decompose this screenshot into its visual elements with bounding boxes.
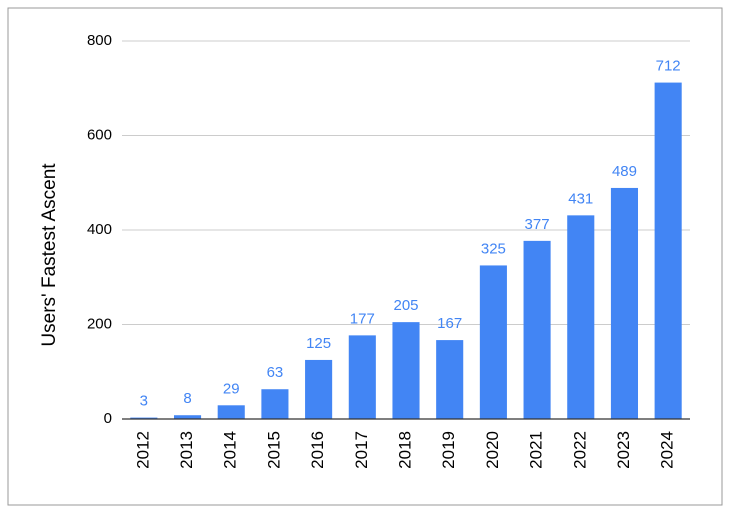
y-tick-label: 800 — [87, 32, 112, 49]
x-tick-label: 2021 — [527, 431, 546, 469]
data-label: 8 — [183, 390, 191, 407]
x-tick-label: 2017 — [352, 431, 371, 469]
y-tick-label: 0 — [104, 410, 112, 427]
bar — [479, 265, 507, 419]
y-tick-label: 200 — [87, 315, 112, 332]
bar — [305, 359, 333, 419]
chart-frame — [7, 7, 723, 506]
bar — [173, 415, 202, 419]
x-tick-label: 2014 — [221, 431, 240, 469]
bar — [654, 82, 682, 419]
x-tick-label: 2012 — [133, 431, 152, 469]
data-label: 205 — [393, 297, 418, 314]
x-tick-label: 2024 — [658, 431, 677, 469]
x-tick-label: 2016 — [308, 431, 327, 469]
bar — [348, 335, 376, 419]
data-label: 325 — [481, 240, 506, 257]
y-tick-label: 400 — [87, 221, 112, 238]
y-tick-label: 600 — [87, 126, 112, 143]
bar — [610, 187, 639, 419]
x-tick-label: 2020 — [483, 431, 502, 469]
bar — [567, 215, 595, 419]
data-label: 712 — [656, 58, 681, 75]
bar — [261, 389, 289, 419]
x-tick-label: 2015 — [264, 431, 283, 469]
data-label: 63 — [267, 364, 284, 381]
bar — [392, 322, 420, 419]
bar — [217, 405, 245, 419]
data-label: 3 — [140, 393, 148, 410]
data-label: 29 — [223, 380, 240, 397]
data-label: 431 — [568, 190, 593, 207]
x-tick-label: 2019 — [439, 431, 458, 469]
bar — [523, 240, 551, 419]
x-tick-label: 2018 — [395, 431, 414, 469]
data-label: 177 — [350, 310, 375, 327]
bar — [436, 340, 464, 419]
data-label: 167 — [437, 315, 462, 332]
bar — [130, 417, 158, 419]
data-label: 377 — [525, 216, 550, 233]
data-label: 489 — [612, 163, 637, 180]
x-tick-label: 2013 — [177, 431, 196, 469]
y-axis-title: Users' Fastest Ascent — [39, 163, 60, 347]
x-tick-label: 2023 — [614, 431, 633, 469]
data-label: 125 — [306, 335, 331, 352]
x-tick-label: 2022 — [570, 431, 589, 469]
